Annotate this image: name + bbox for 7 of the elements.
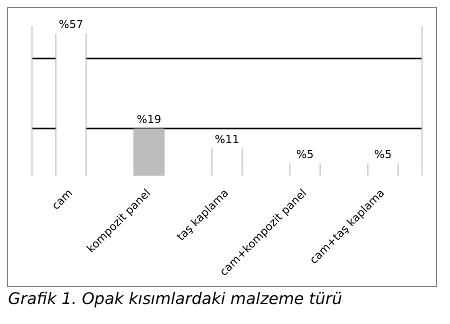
data-label: %5	[374, 148, 392, 161]
data-label: %5	[296, 148, 314, 161]
x-tick-label: cam	[49, 186, 76, 212]
data-label: %57	[58, 18, 84, 31]
data-label: %11	[214, 132, 240, 146]
data-label: %19	[136, 112, 162, 126]
text: Grafik 1. Opak kısımlardaki malzeme türü	[8, 289, 342, 308]
